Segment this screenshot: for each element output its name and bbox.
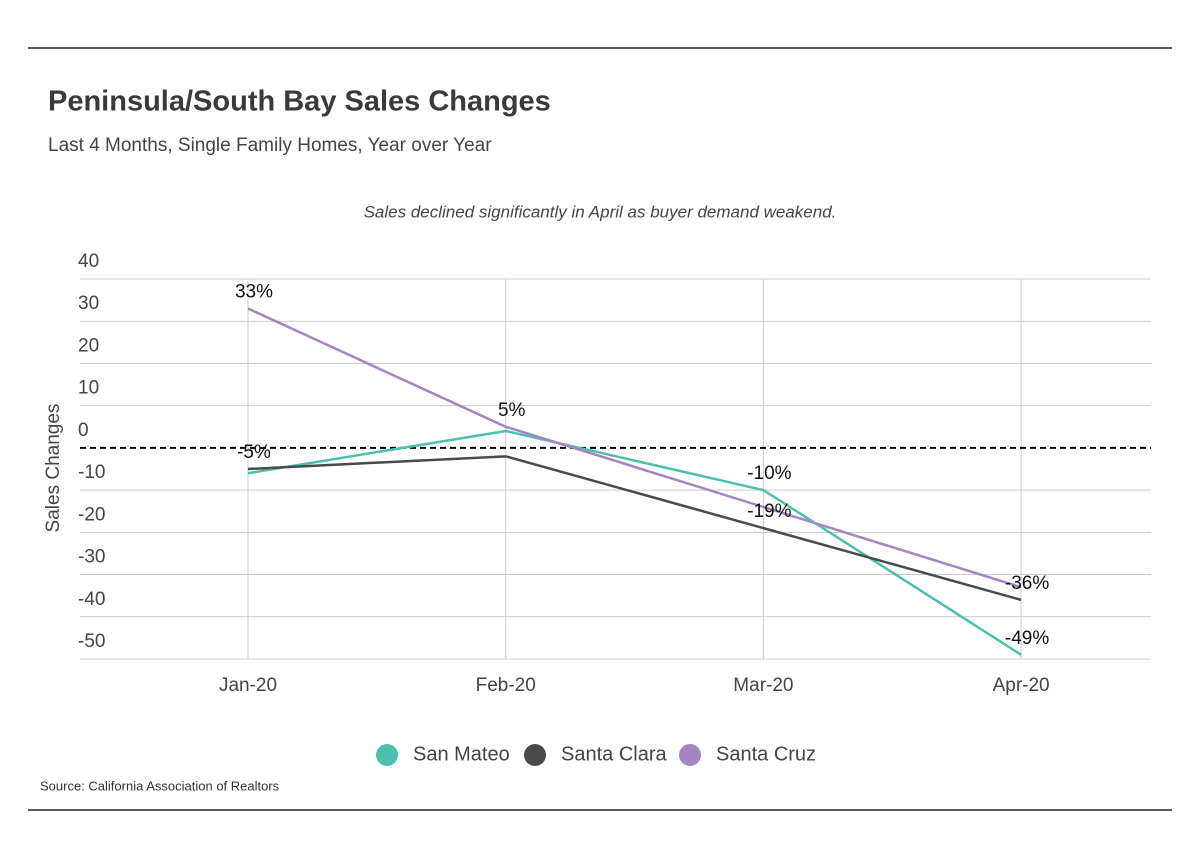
legend-label: San Mateo xyxy=(413,743,510,765)
y-tick-label: -50 xyxy=(78,631,105,652)
data-label: -5% xyxy=(237,442,271,463)
x-tick-label: Feb-20 xyxy=(476,675,536,696)
y-tick-label: -40 xyxy=(78,589,105,610)
x-tick-label: Mar-20 xyxy=(733,675,793,696)
y-tick-label: -20 xyxy=(78,504,105,525)
chart-title: Peninsula/South Bay Sales Changes xyxy=(48,86,551,118)
series-line xyxy=(247,429,1022,656)
data-label: -36% xyxy=(1005,573,1049,594)
legend-swatch xyxy=(376,744,398,766)
y-tick-label: 30 xyxy=(78,293,99,314)
y-tick-label: 20 xyxy=(78,335,99,356)
data-label: 33% xyxy=(235,282,273,303)
legend-swatch xyxy=(524,744,546,766)
chart-subtitle: Last 4 Months, Single Family Homes, Year… xyxy=(48,135,492,156)
legend-swatch xyxy=(679,744,701,766)
data-label: -49% xyxy=(1005,628,1049,649)
legend-label: Santa Clara xyxy=(561,743,667,765)
series-line xyxy=(247,307,1022,589)
annotation: Sales declined significantly in April as… xyxy=(364,202,837,221)
legend-label: Santa Cruz xyxy=(716,743,816,765)
x-tick-label: Apr-20 xyxy=(993,675,1050,696)
y-axis-label: Sales Changes xyxy=(43,404,64,533)
data-label: 5% xyxy=(498,400,526,421)
x-tick-label: Jan-20 xyxy=(219,675,277,696)
source: Source: California Association of Realto… xyxy=(40,778,280,793)
y-tick-label: -30 xyxy=(78,547,105,568)
data-label: -19% xyxy=(747,501,791,522)
y-tick-label: 0 xyxy=(78,420,89,441)
y-tick-label: -10 xyxy=(78,462,105,483)
data-label: -10% xyxy=(747,463,791,484)
y-tick-label: 40 xyxy=(78,251,99,272)
y-tick-label: 10 xyxy=(78,378,99,399)
series-line xyxy=(247,455,1022,602)
